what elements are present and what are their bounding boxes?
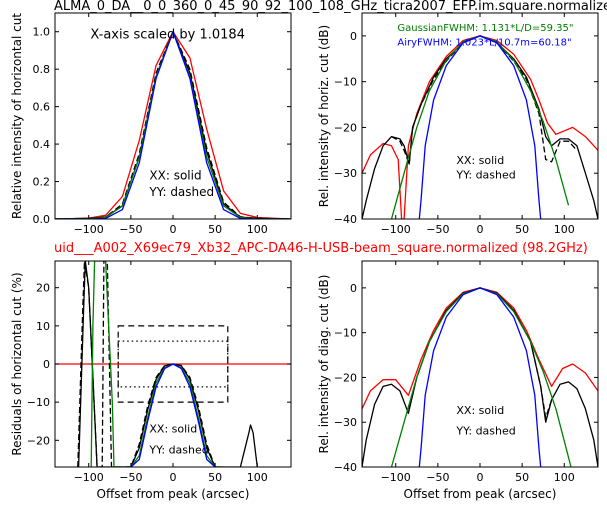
- reference-box-dotted: [117, 340, 229, 388]
- annotation: YY: dashed: [148, 443, 208, 456]
- x-tick-label: 100: [247, 223, 268, 236]
- series-black-dashed: [391, 35, 578, 165]
- x-tick-label: −100: [381, 471, 411, 484]
- annotation: GaussianFWHM: 1.131*L/D=59.35": [397, 23, 573, 34]
- y-axis-label: Relative intensity of horizontal cut: [10, 13, 24, 219]
- annotation: XX: solid: [149, 169, 201, 183]
- annotation: YY: dashed: [148, 185, 214, 199]
- x-tick-label: 0: [477, 223, 484, 236]
- x-tick-label: 50: [208, 471, 222, 484]
- series-black-solid: [362, 35, 598, 219]
- annotation: YY: dashed: [455, 169, 515, 182]
- y-tick-label: 0.0: [33, 213, 51, 226]
- figure-subtitle: uid___A002_X69ec79_Xb32_APC-DA46-H-USB-b…: [54, 241, 588, 256]
- x-tick-label: 50: [515, 471, 529, 484]
- x-axis-label: Offset from peak (arcsec): [404, 487, 557, 501]
- y-tick-label: −30: [334, 167, 357, 180]
- x-tick-label: 0: [477, 471, 484, 484]
- annotation: YY: dashed: [455, 425, 515, 438]
- x-tick-label: −50: [119, 471, 142, 484]
- y-tick-label: −10: [27, 396, 50, 409]
- x-tick-label: 50: [208, 223, 222, 236]
- series-black-solid: [362, 287, 598, 467]
- series-blue-solid: [418, 287, 542, 467]
- y-axis-label: Rel. intensity of horiz. cut (dB): [317, 25, 331, 207]
- y-tick-label: 0.2: [33, 176, 51, 189]
- y-tick-label: 10: [36, 320, 50, 333]
- series-black-dashed: [77, 261, 216, 467]
- annotation: X-axis scaled by 1.0184: [90, 27, 245, 42]
- x-tick-label: −50: [119, 223, 142, 236]
- figure-title: ALMA_0_DA__0_0_360_0_45_90_92_100_108_GH…: [54, 0, 607, 14]
- series-green-solid: [390, 35, 570, 219]
- x-tick-label: 0: [170, 471, 177, 484]
- y-tick-label: 20: [36, 282, 50, 295]
- y-axis-label: Rel. intensity of diag. cut (dB): [317, 275, 331, 454]
- series-blue-solid: [55, 31, 291, 219]
- plot-area: [362, 287, 598, 467]
- x-tick-label: −50: [426, 471, 449, 484]
- y-tick-label: −20: [334, 371, 357, 384]
- series-green-solid: [390, 287, 572, 467]
- y-tick-label: −10: [334, 327, 357, 340]
- y-tick-label: 0.8: [33, 63, 51, 76]
- x-tick-label: 100: [554, 223, 575, 236]
- annotation: XX: solid: [456, 154, 504, 167]
- series-blue-solid: [418, 35, 542, 219]
- x-axis-label: Offset from peak (arcsec): [97, 487, 250, 501]
- y-tick-label: −30: [334, 416, 357, 429]
- annotation: XX: solid: [456, 404, 504, 417]
- y-tick-label: −40: [334, 213, 357, 226]
- x-tick-label: 0: [170, 223, 177, 236]
- x-tick-label: 50: [515, 223, 529, 236]
- series-blue-solid: [126, 363, 220, 467]
- x-tick-label: −100: [74, 471, 104, 484]
- x-tick-label: −100: [74, 223, 104, 236]
- plot-area: [362, 35, 598, 219]
- y-tick-label: 1.0: [33, 26, 51, 39]
- y-tick-label: 0: [350, 30, 357, 43]
- y-tick-label: 0: [43, 358, 50, 371]
- y-tick-label: −20: [27, 434, 50, 447]
- annotation: XX: solid: [149, 423, 197, 436]
- series-black-dashed: [407, 287, 553, 419]
- series-red-solid: [362, 35, 598, 219]
- plot-area: [55, 31, 291, 219]
- series-black-solid: [77, 261, 258, 467]
- y-tick-label: 0.4: [33, 138, 51, 151]
- plot-area: [55, 261, 291, 467]
- series-red-solid: [362, 287, 598, 410]
- x-tick-label: −100: [381, 223, 411, 236]
- x-tick-label: 100: [247, 471, 268, 484]
- y-tick-label: 0.6: [33, 101, 51, 114]
- chart-p1: −100 −50 0 50 100 0.0 0.2 0.4 0.6 0.8 1.0 Relative …: [10, 12, 292, 236]
- y-tick-label: −40: [334, 461, 357, 474]
- y-axis-label: Residuals of horizontal cut (%): [10, 272, 24, 455]
- x-tick-label: −50: [426, 223, 449, 236]
- y-tick-label: −10: [334, 76, 357, 89]
- y-tick-label: −20: [334, 121, 357, 134]
- x-tick-label: 100: [554, 471, 575, 484]
- y-tick-label: 0: [350, 282, 357, 295]
- series-green-solid: [90, 261, 224, 467]
- annotation: AiryFWHM: 1.023*L/10.7m=60.18": [397, 38, 571, 49]
